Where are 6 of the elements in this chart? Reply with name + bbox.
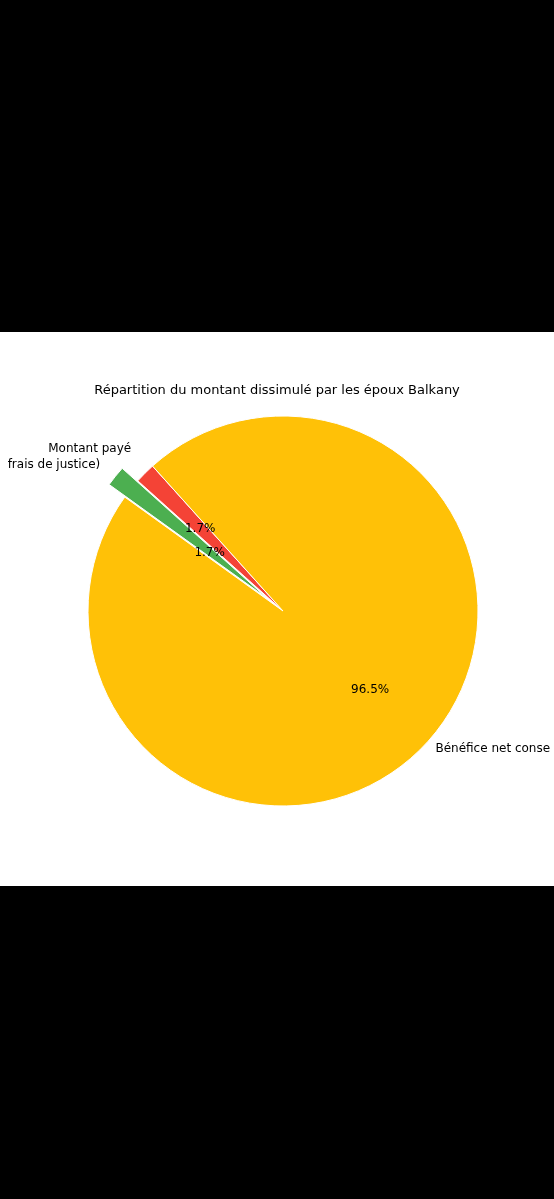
slice-label: frais de justice) [7,457,101,472]
slice-label: Bénéfice net conse [435,740,551,755]
slice-label: Montant payé [48,441,132,456]
chart-title: Répartition du montant dissimulé par les époux Balkany [94,382,461,397]
data-label: 96.5% [351,682,390,697]
data-label: 1.7% [194,545,225,560]
